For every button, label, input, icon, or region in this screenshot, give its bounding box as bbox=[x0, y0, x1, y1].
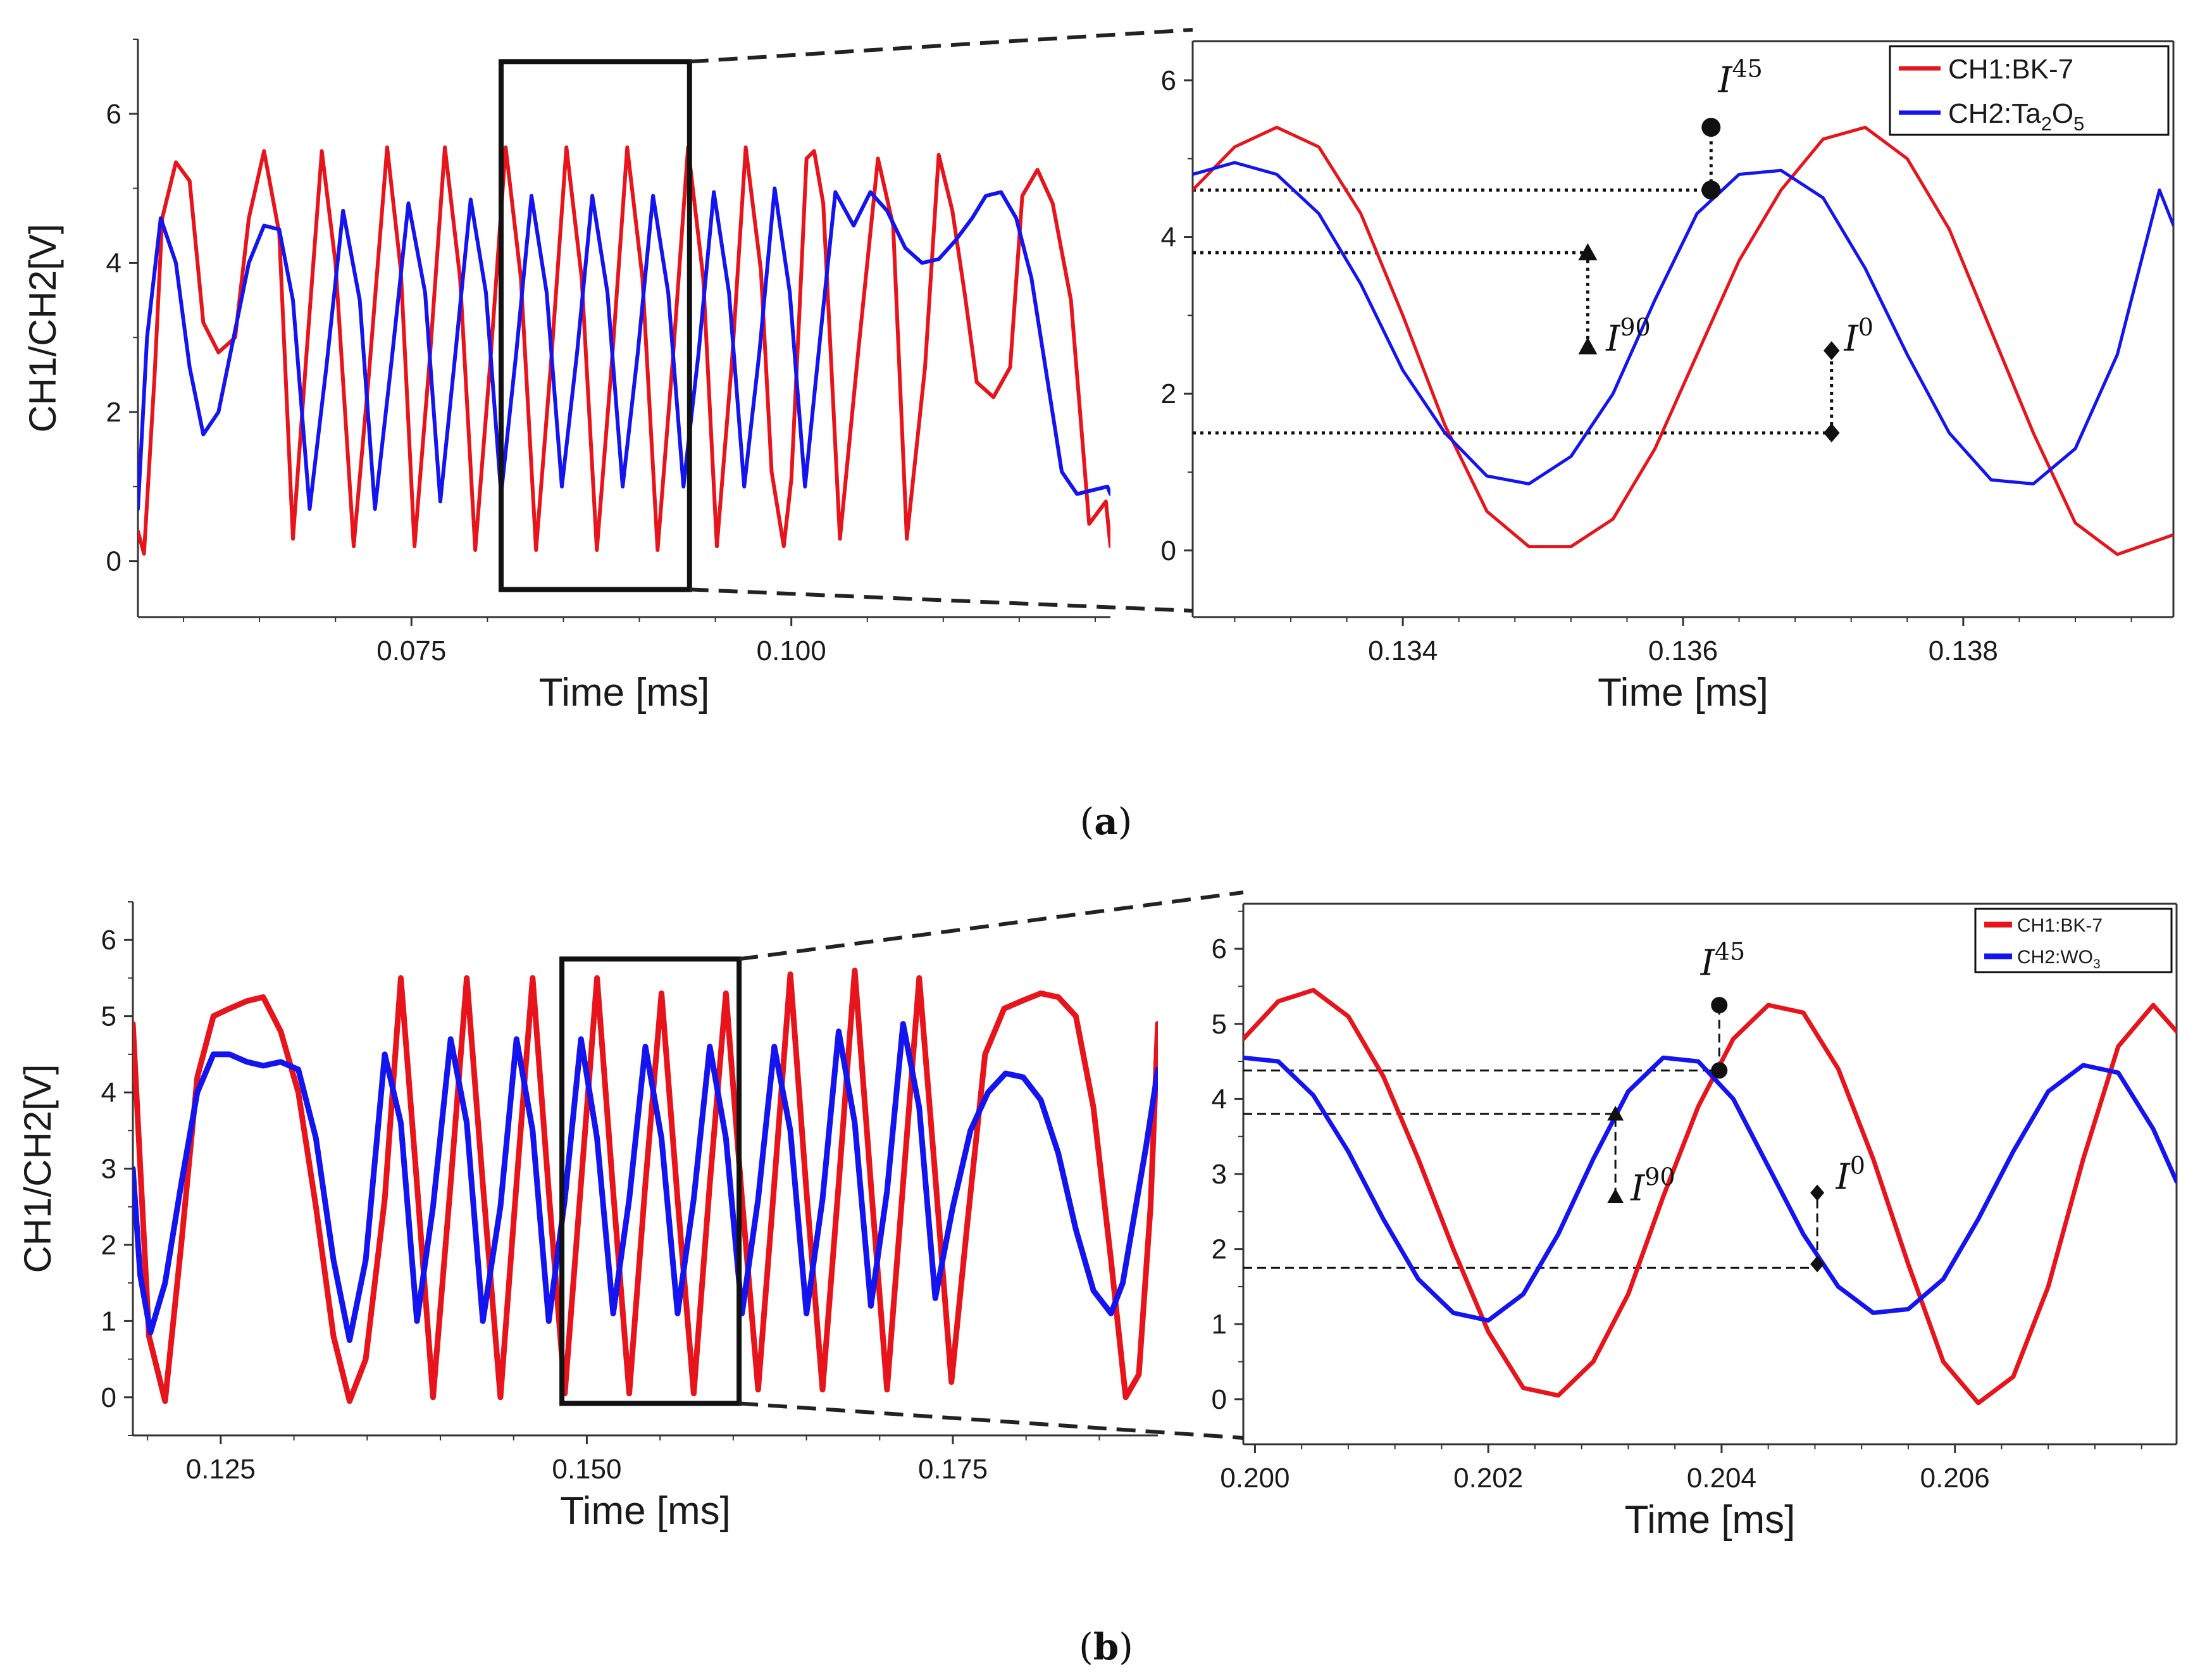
x-axis-label: Time [ms] bbox=[539, 671, 710, 715]
y-tick-label: 0 bbox=[101, 1382, 116, 1413]
x-tick-label: 0.175 bbox=[918, 1454, 988, 1485]
x-tick-label: 0.206 bbox=[1920, 1463, 1990, 1494]
caption-b: (b) bbox=[1079, 1625, 1133, 1668]
marker-triangle bbox=[1607, 1106, 1624, 1121]
series-line-ch2 bbox=[1193, 161, 2173, 485]
x-tick-label: 0.204 bbox=[1687, 1463, 1756, 1494]
annotation-label: I45 bbox=[1717, 54, 1762, 101]
y-tick-label: 6 bbox=[1212, 934, 1227, 965]
zoom-connector-top bbox=[689, 28, 1193, 64]
chart-a-overview: 0 2 4 6 0.075 0.100 Time [ms] CH1/CH2[V] bbox=[22, 39, 1110, 715]
series-line-ch2 bbox=[1243, 1055, 2177, 1323]
y-tick-label: 4 bbox=[106, 247, 121, 278]
marker-circle bbox=[1711, 1062, 1728, 1079]
zoom-region-box bbox=[498, 59, 692, 592]
legend-label-1: CH1:BK-7 bbox=[1948, 54, 2073, 85]
annotation-label: I0 bbox=[1836, 1152, 1865, 1198]
x-tick-label: 0.202 bbox=[1453, 1463, 1523, 1494]
y-tick-label: 3 bbox=[101, 1154, 116, 1185]
y-tick-label: 1 bbox=[101, 1306, 116, 1337]
zoom-connector-bottom bbox=[689, 587, 1193, 613]
x-tick-label: 0.200 bbox=[1220, 1463, 1289, 1494]
y-tick-label: 6 bbox=[106, 99, 121, 130]
marker-diamond bbox=[1823, 341, 1840, 361]
marker-diamond bbox=[1823, 423, 1840, 443]
x-tick-label: 0.134 bbox=[1368, 635, 1438, 666]
zoom-region-box bbox=[559, 956, 742, 1406]
legend-label-1: CH1:BK-7 bbox=[2017, 915, 2103, 936]
caption-a: (a) bbox=[1080, 800, 1133, 843]
y-tick-label: 4 bbox=[1212, 1084, 1227, 1115]
marker-circle bbox=[1711, 997, 1728, 1014]
annotation-label: I90 bbox=[1630, 1163, 1675, 1209]
marker-triangle bbox=[1578, 243, 1598, 261]
marker-circle bbox=[1701, 118, 1721, 137]
legend-box bbox=[1974, 908, 2173, 973]
y-tick-label: 1 bbox=[1212, 1309, 1227, 1340]
chart-b-overview: 0 1 2 3 4 5 6 0.125 0.150 0.175 Time [ms] CH1/CH2[V… bbox=[16, 901, 1158, 1533]
x-axis-label: Time [ms] bbox=[560, 1489, 731, 1533]
annotation-label: I45 bbox=[1700, 938, 1745, 984]
x-tick-label: 0.136 bbox=[1648, 635, 1718, 666]
y-tick-label: 5 bbox=[1212, 1009, 1227, 1040]
marker-circle bbox=[1701, 180, 1721, 200]
marker-triangle bbox=[1607, 1188, 1624, 1203]
x-tick-label: 0.150 bbox=[552, 1454, 621, 1485]
series-line-ch1 bbox=[138, 145, 1110, 556]
y-axis-label: CH1/CH2[V] bbox=[16, 1064, 59, 1273]
annotation-label: I0 bbox=[1844, 313, 1873, 359]
series-line-ch2 bbox=[138, 186, 1110, 511]
series-line-ch1 bbox=[1193, 125, 2173, 556]
y-tick-label: 5 bbox=[101, 1001, 116, 1032]
x-tick-label: 0.075 bbox=[376, 635, 446, 666]
y-tick-label: 3 bbox=[1212, 1159, 1227, 1190]
marker-triangle bbox=[1578, 337, 1598, 354]
x-tick-label: 0.125 bbox=[186, 1454, 256, 1485]
y-tick-label: 2 bbox=[1161, 378, 1176, 409]
x-axis-label: Time [ms] bbox=[1625, 1498, 1796, 1542]
plot-area bbox=[138, 145, 1110, 556]
marker-diamond bbox=[1810, 1184, 1825, 1201]
y-tick-label: 2 bbox=[1212, 1234, 1227, 1265]
charts-layer: 0 2 4 6 0.075 0.100 Time [ms] CH1/CH2[V] 0 2 4 6 0.1… bbox=[16, 28, 2178, 1542]
marker-diamond bbox=[1810, 1256, 1825, 1273]
y-tick-label: 0 bbox=[106, 546, 121, 577]
zoom-connector-top bbox=[738, 890, 1244, 961]
annotation-label: I90 bbox=[1605, 313, 1650, 359]
x-axis-label: Time [ms] bbox=[1598, 671, 1768, 715]
x-tick-label: 0.100 bbox=[757, 635, 826, 666]
chart-b-zoom: 0 1 2 3 4 5 6 0.200 0.202 0.204 0.206 Time [ms] I45 I… bbox=[1212, 903, 2178, 1542]
y-tick-label: 4 bbox=[101, 1077, 116, 1108]
y-axis-label: CH1/CH2[V] bbox=[22, 223, 64, 432]
y-tick-label: 2 bbox=[106, 397, 121, 428]
y-tick-label: 6 bbox=[1161, 65, 1176, 96]
legend-box bbox=[1889, 45, 2170, 136]
series-line-ch2 bbox=[133, 1021, 1158, 1343]
y-tick-label: 0 bbox=[1161, 535, 1176, 566]
zoom-connector-bottom bbox=[738, 1401, 1244, 1440]
x-tick-label: 0.138 bbox=[1929, 635, 1998, 666]
y-tick-label: 4 bbox=[1161, 222, 1176, 253]
plot-area bbox=[1193, 125, 2173, 556]
legend-label-2: CH2:Ta2O5 bbox=[1948, 98, 2084, 135]
y-tick-label: 6 bbox=[101, 925, 116, 956]
y-tick-label: 0 bbox=[1212, 1384, 1227, 1415]
y-tick-label: 2 bbox=[101, 1230, 116, 1261]
chart-a-zoom: 0 2 4 6 0.134 0.136 0.138 Time [ms] I45 I90 I0 CH1:… bbox=[1161, 40, 2175, 715]
plot-area bbox=[133, 967, 1158, 1404]
legend-label-2: CH2:WO3 bbox=[2017, 947, 2101, 971]
